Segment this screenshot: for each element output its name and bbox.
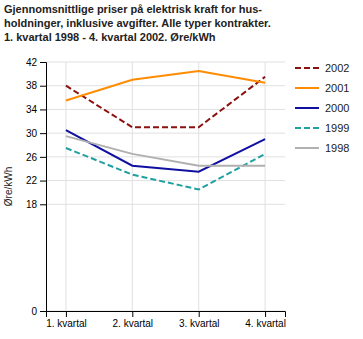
y-tick-label: 26 [26, 152, 38, 163]
series-line [66, 136, 265, 166]
x-tick: 3. kvartal [179, 311, 220, 329]
grid-line [46, 133, 285, 134]
grid-line [46, 109, 285, 110]
legend-label: 1998 [325, 142, 349, 154]
y-tick: 34 [26, 104, 46, 115]
y-tick: 22 [26, 175, 46, 186]
x-tick-mark [66, 311, 67, 317]
y-tick: 42 [26, 57, 46, 68]
legend-swatch [295, 87, 319, 89]
legend: 2002 2001 2000 1999 1998 [295, 62, 349, 154]
y-tick-mark [40, 62, 46, 63]
title-line: holdninger, inklusive avgifter. Alle typ… [4, 17, 271, 29]
x-tick: 2. kvartal [113, 311, 154, 329]
x-axis: 1. kvartal 2. kvartal 3. kvartal 4. kvartal [46, 311, 286, 329]
title-line: 1. kvartal 1998 - 4. kvartal 2002. Øre/k… [4, 31, 216, 43]
x-tick-label: 1. kvartal [46, 318, 87, 329]
y-tick-label: 34 [26, 104, 38, 115]
grid [46, 62, 285, 311]
series-line [66, 148, 265, 190]
legend-label: 1999 [325, 122, 349, 134]
y-tick: 38 [26, 80, 46, 91]
series-line [66, 77, 265, 127]
legend-swatch [295, 107, 319, 109]
y-tick-mark [40, 86, 46, 87]
legend-swatch [295, 67, 319, 69]
y-tick: 26 [26, 152, 46, 163]
x-tick: 4. kvartal [245, 311, 286, 329]
series-group [66, 71, 265, 190]
grid-line [46, 85, 285, 86]
y-tick-mark [40, 109, 46, 110]
y-tick-mark [40, 133, 46, 134]
grid-line [46, 180, 285, 181]
y-tick: 0 [31, 306, 46, 317]
title: Gjennomsnittlige priser på elektrisk kra… [4, 3, 271, 43]
grid-line [132, 62, 133, 311]
series-line [66, 130, 265, 172]
y-tick-mark [40, 181, 46, 182]
x-tick-mark [132, 311, 133, 317]
legend-swatch [295, 147, 319, 149]
x-tick-label: 2. kvartal [113, 318, 154, 329]
y-tick-label: 38 [26, 80, 38, 91]
legend-label: 2002 [325, 62, 349, 74]
x-tick-mark [199, 311, 200, 317]
y-axis-title: Øre/kWh [3, 167, 14, 206]
y-tick-mark [40, 311, 46, 312]
x-tick: 1. kvartal [46, 311, 87, 329]
y-tick-label: 0 [31, 306, 37, 317]
y-tick-label: 42 [26, 57, 38, 68]
grid-line [46, 156, 285, 157]
title-line: Gjennomsnittlige priser på elektrisk kra… [4, 3, 262, 15]
grid-line [46, 62, 285, 63]
y-axis: 0 18 22 26 30 34 38 42 [26, 57, 47, 317]
y-tick-mark [40, 204, 46, 205]
x-tick-mark [265, 311, 266, 317]
x-axis-line [47, 312, 286, 318]
y-tick-mark [40, 157, 46, 158]
grid-line [198, 62, 199, 311]
legend-label: 2001 [325, 82, 349, 94]
y-tick-label: 18 [26, 199, 38, 210]
legend-swatch [295, 127, 319, 129]
x-tick-label: 3. kvartal [179, 318, 220, 329]
legend-label: 2000 [325, 102, 349, 114]
plot: 1. kvartal 2. kvartal 3. kvartal 4. kvartal… [26, 57, 286, 329]
grid-line [46, 204, 285, 205]
y-tick: 30 [26, 128, 46, 139]
y-axis-line [40, 63, 47, 312]
y-tick-label: 30 [26, 128, 38, 139]
grid-line [65, 62, 66, 311]
grid-line [265, 62, 266, 311]
x-tick-label: 4. kvartal [245, 318, 286, 329]
chart: Gjennomsnittlige priser på elektrisk kra… [0, 0, 363, 339]
series-line [66, 71, 265, 101]
y-tick-label: 22 [26, 175, 38, 186]
y-tick: 18 [26, 199, 46, 210]
